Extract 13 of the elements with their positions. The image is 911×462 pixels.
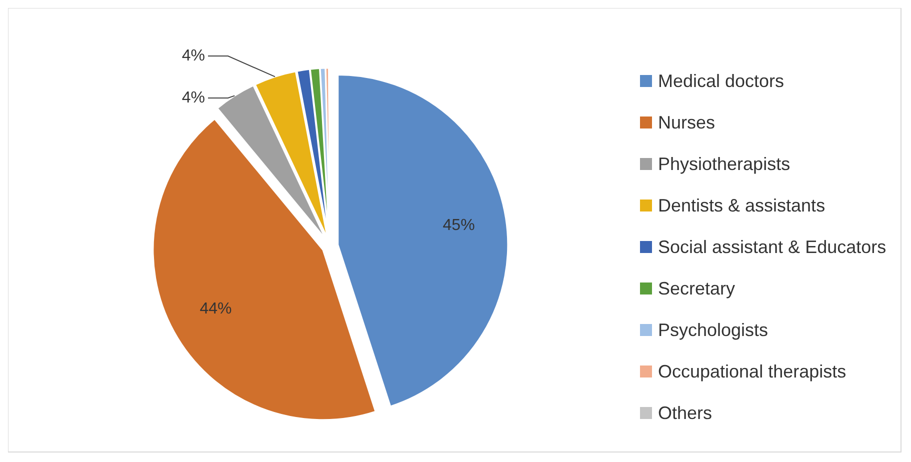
legend-label: Secretary: [658, 278, 736, 298]
data-label: 45%: [442, 217, 475, 234]
data-label: 4%: [182, 48, 205, 64]
legend-label: Psychologists: [658, 320, 768, 340]
legend-label: Occupational therapists: [658, 362, 846, 382]
legend-label: Nurses: [658, 112, 716, 132]
data-label: 4%: [182, 90, 205, 106]
legend-label: Others: [658, 403, 712, 423]
legend-label: Dentists & assistants: [658, 196, 826, 216]
legend-label: Medical doctors: [658, 71, 784, 91]
legend-label: Social assistant & Educators: [658, 237, 886, 257]
legend-label: Physiotherapists: [658, 154, 790, 174]
data-label: 44%: [200, 300, 232, 318]
